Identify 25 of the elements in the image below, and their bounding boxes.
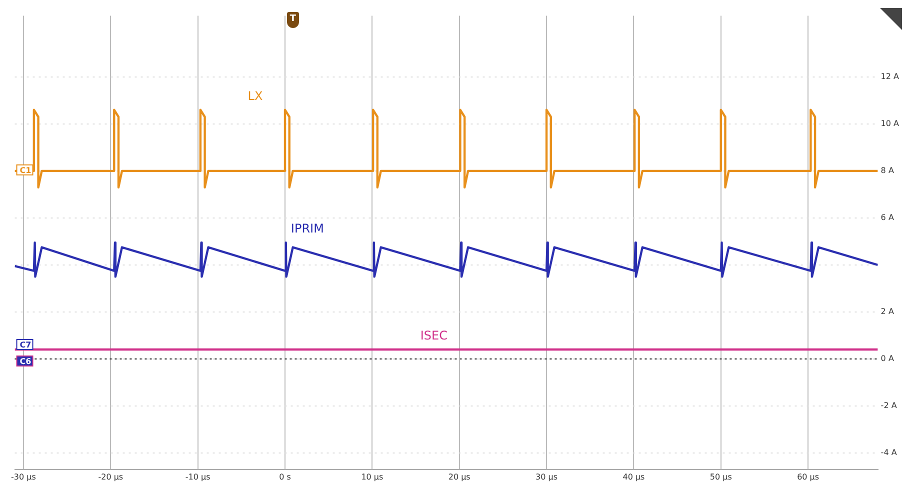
y-tick-label: -4 A — [880, 448, 898, 458]
y-tick-label: 12 A — [880, 72, 900, 81]
y-tick-label: 8 A — [880, 166, 894, 175]
annotation: C6 — [20, 356, 32, 366]
y-tick-label: 0 A — [880, 354, 894, 364]
x-tick-label: -10 µs — [185, 472, 210, 482]
trigger-marker-icon: T — [287, 12, 299, 28]
x-tick-label: 10 µs — [361, 472, 384, 482]
series-label: ISEC — [420, 328, 448, 343]
x-tick-label: 20 µs — [448, 472, 470, 482]
x-tick-label: -20 µs — [98, 472, 124, 482]
series-label: IPRIM — [290, 222, 324, 236]
y-tick-label: 2 A — [880, 307, 894, 316]
x-tick-label: 60 µs — [797, 472, 820, 482]
annotation: C7 — [20, 340, 32, 350]
x-tick-label: 0 s — [279, 472, 291, 482]
x-tick-label: 40 µs — [622, 472, 645, 482]
y-tick-label: 6 A — [880, 213, 894, 222]
annotation: C1 — [20, 166, 32, 175]
x-tick-label: 30 µs — [536, 472, 558, 482]
y-tick-label: 10 A — [880, 118, 900, 128]
x-tick-label: 50 µs — [710, 472, 732, 482]
y-tick-label: -2 A — [880, 401, 898, 410]
x-tick-label: -30 µs — [11, 472, 36, 482]
series-label: LX — [248, 88, 263, 103]
